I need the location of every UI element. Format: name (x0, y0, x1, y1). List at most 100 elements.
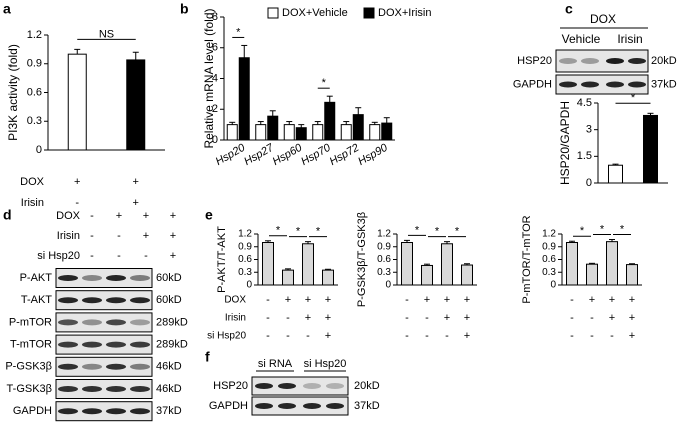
condition-sign: - (590, 312, 594, 324)
blot-band (82, 341, 102, 348)
y-axis-label: P-AKT/T-AKT (216, 226, 228, 293)
y-tick-label: 3 (586, 124, 592, 136)
condition-sign: + (629, 330, 635, 342)
y-tick-label: 0 (586, 177, 592, 189)
blot-band (58, 386, 78, 392)
y-tick-label: 0.3 (377, 267, 391, 278)
blot-band (106, 363, 126, 370)
legend-label: DOX+Vehicle (282, 7, 348, 19)
blot-band (82, 363, 102, 370)
condition-label: DOX (224, 295, 246, 306)
condition-sign: - (90, 210, 94, 222)
bar (238, 57, 250, 141)
blot-strip (251, 396, 349, 416)
bar (67, 53, 87, 151)
blot-protein: T-mTOR (10, 339, 52, 351)
y-tick-label: 2 (212, 103, 218, 115)
blot-strip (55, 290, 153, 311)
blot-protein: HSP20 (213, 380, 248, 392)
condition-sign: - (306, 330, 310, 342)
blot-size: 289kD (156, 316, 188, 328)
blot-band (255, 383, 273, 389)
blot-band (82, 408, 102, 415)
panel-label: d (3, 207, 12, 223)
condition-sign: + (74, 176, 80, 188)
y-tick-label: 1.5 (577, 150, 592, 162)
condition-sign: + (609, 294, 615, 306)
blot-group-label: DOX (590, 12, 616, 26)
panel-label: b (180, 1, 189, 17)
legend-swatch (267, 7, 279, 19)
significance-label: * (316, 226, 321, 238)
y-tick-label: 0 (212, 134, 218, 146)
bar (262, 242, 274, 286)
condition-sign: + (444, 312, 450, 324)
condition-sign: + (170, 250, 176, 262)
blot-protein: HSP20 (517, 55, 552, 67)
significance-label: * (296, 226, 301, 238)
bar (302, 243, 314, 286)
y-tick-label: 0 (385, 280, 391, 291)
bar (643, 114, 658, 184)
condition-sign: + (325, 312, 331, 324)
legend-swatch (363, 7, 375, 19)
panel-label: c (565, 1, 573, 17)
condition-sign: - (286, 312, 290, 324)
blot-strip (55, 356, 153, 377)
blot-band (130, 363, 150, 370)
condition-sign: + (305, 294, 311, 306)
blot-strip (555, 49, 649, 73)
blot-band (628, 58, 646, 64)
blot-band (559, 58, 577, 64)
blot-protein: T-AKT (21, 294, 52, 306)
blot-band (606, 58, 624, 64)
condition-sign: + (133, 176, 139, 188)
condition-sign: - (266, 312, 270, 324)
condition-sign: + (305, 312, 311, 324)
blot-band (581, 58, 599, 64)
blot-strip (251, 376, 349, 396)
y-tick-label: 1.2 (238, 229, 252, 240)
y-tick-label: 1.2 (27, 29, 42, 41)
condition-label: DOX (20, 176, 45, 188)
blot-band (130, 408, 150, 415)
bar (586, 263, 598, 286)
y-tick-label: 0.9 (27, 58, 42, 70)
y-tick-label: 0.9 (377, 241, 391, 252)
y-axis-label: P-mTOR/T-mTOR (521, 215, 533, 303)
blot-lane-label: Vehicle (562, 32, 601, 46)
blot-lane-label: Irisin (617, 32, 642, 46)
blot-band (82, 386, 102, 392)
blot-protein: P-GSK3β (5, 361, 52, 373)
condition-sign: + (170, 210, 176, 222)
significance-label: * (620, 223, 625, 235)
condition-sign: + (133, 197, 139, 209)
significance-label: * (455, 226, 460, 238)
condition-label: Irisin (21, 197, 44, 209)
blot-band (106, 275, 126, 281)
blot-strip (55, 401, 153, 422)
condition-sign: + (589, 294, 595, 306)
bar (126, 59, 146, 151)
blot-band (303, 383, 321, 389)
blot-band (58, 297, 78, 304)
bar (461, 264, 473, 286)
condition-sign: - (117, 250, 121, 262)
significance-label: * (435, 226, 440, 238)
bar (381, 122, 393, 141)
blot-lane-label: si RNA (258, 358, 293, 370)
significance-label: * (600, 223, 605, 235)
blot-band (106, 319, 126, 326)
y-tick-label: 1.2 (377, 229, 391, 240)
blot-band (326, 383, 344, 389)
bar (606, 241, 618, 286)
y-tick-label: 8 (212, 11, 218, 23)
bar (295, 127, 307, 141)
blot-protein: GAPDH (513, 78, 552, 90)
condition-label: DOX (56, 210, 81, 222)
significance-label: * (415, 224, 420, 236)
condition-label: si Hsp20 (207, 331, 246, 342)
y-tick-label: 0.6 (238, 254, 252, 265)
bar (312, 124, 324, 141)
